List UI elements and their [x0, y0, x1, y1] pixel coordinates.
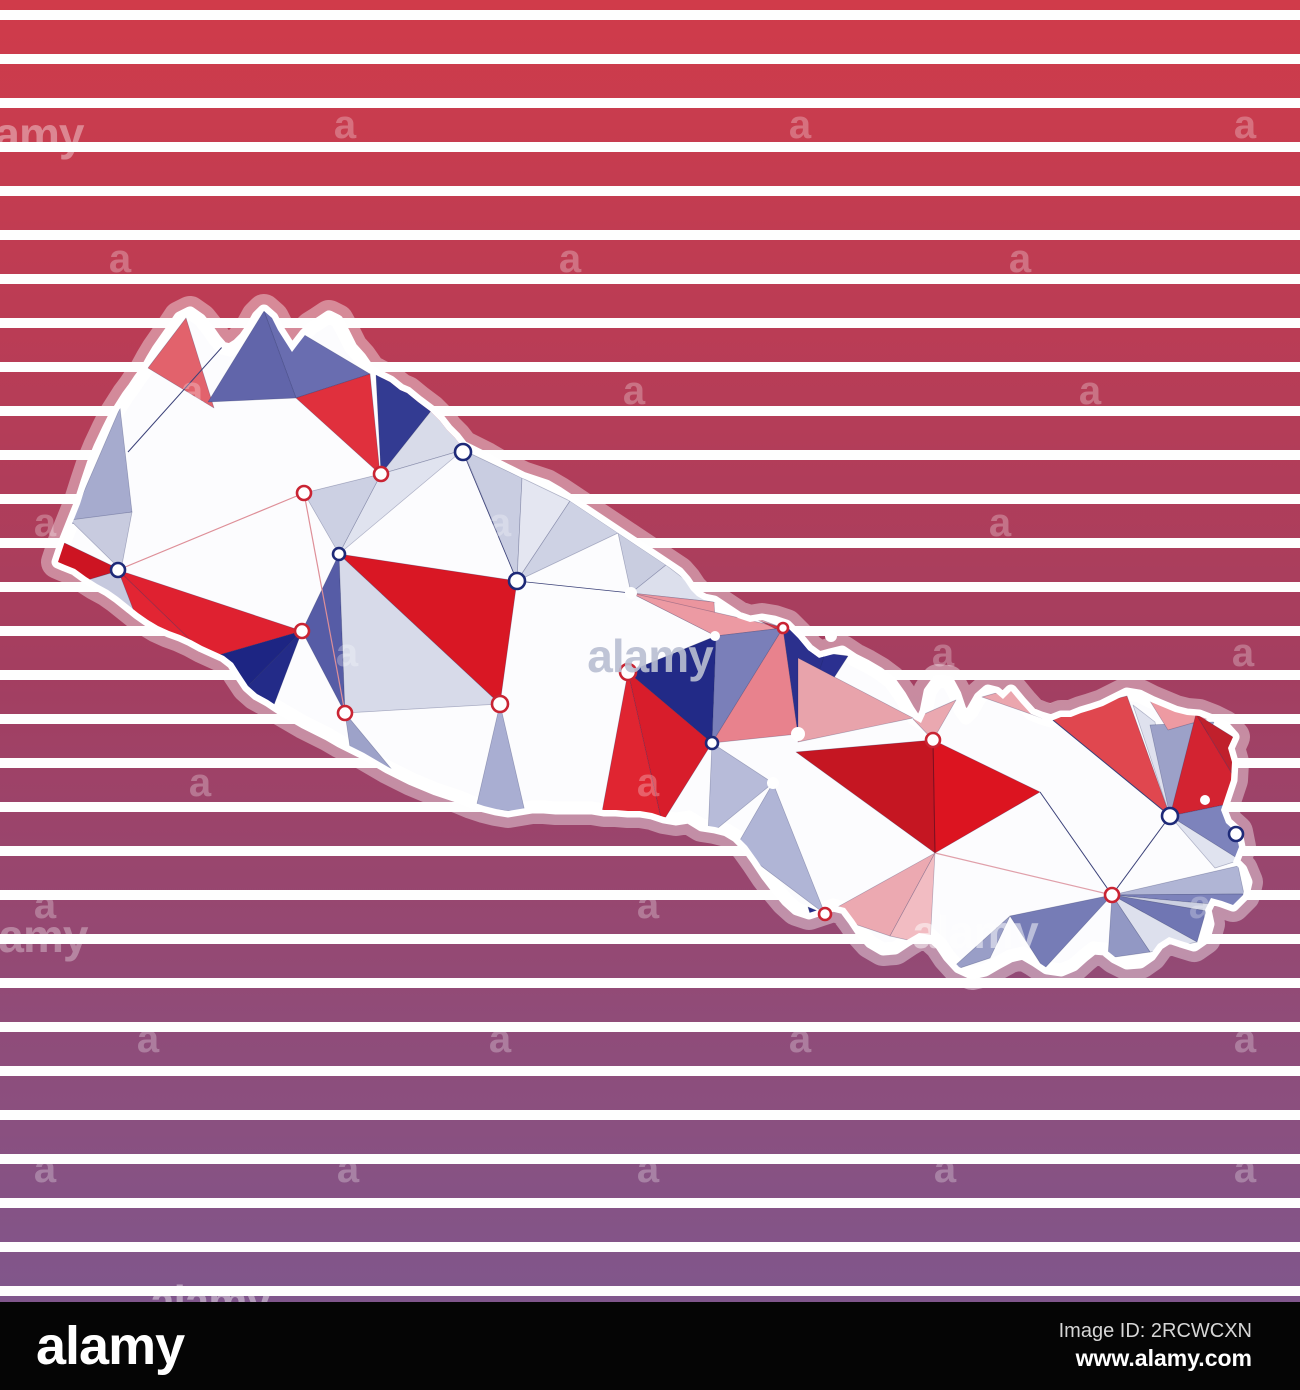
watermark-brand: alamy	[0, 910, 89, 962]
watermark-letter: a	[1234, 103, 1257, 147]
watermark-letter: a	[1234, 1017, 1257, 1061]
watermark-brand: alamy	[0, 108, 85, 160]
alamy-url: www.alamy.com	[1075, 1345, 1252, 1372]
watermark-letter: a	[559, 237, 582, 281]
watermark-letter: a	[932, 631, 955, 675]
watermark-brand: alamy	[587, 630, 714, 682]
alamy-logo: alamy	[36, 1316, 185, 1376]
watermark-letter: a	[1079, 369, 1102, 413]
watermark-letter: a	[34, 883, 57, 927]
watermark-letter: a	[623, 369, 646, 413]
watermark-letter: a	[334, 103, 357, 147]
watermark-letter: a	[337, 1147, 360, 1191]
watermark-letter: a	[189, 761, 212, 805]
watermark-letter: a	[989, 501, 1012, 545]
watermark-letter: a	[1009, 237, 1032, 281]
image-attribution: Image ID: 2RCWCXN www.alamy.com	[1059, 1319, 1252, 1373]
watermark-letter: a	[489, 501, 512, 545]
watermark-letter: a	[109, 237, 132, 281]
watermark-letter: a	[1189, 883, 1212, 927]
watermark-letter: a	[137, 1017, 160, 1061]
watermark-letter: a	[1232, 631, 1255, 675]
watermark-letter: a	[1084, 761, 1107, 805]
watermark-letter: a	[1234, 1147, 1257, 1191]
watermark-letter: a	[336, 631, 359, 675]
watermark-letter: a	[637, 1147, 660, 1191]
watermark-letter: a	[789, 1017, 812, 1061]
watermark-letter: a	[34, 501, 57, 545]
watermark-brand: alamy	[912, 906, 1039, 958]
watermark-letter: a	[34, 1147, 57, 1191]
footer-bar: alamy Image ID: 2RCWCXN www.alamy.com	[0, 1302, 1300, 1390]
image-id-label: Image ID: 2RCWCXN	[1058, 1320, 1252, 1343]
watermark-letter: a	[637, 761, 660, 805]
watermark-letter: a	[489, 1017, 512, 1061]
watermark-letter: a	[637, 883, 660, 927]
watermark-letter: a	[181, 369, 204, 413]
watermark-letter: a	[934, 1147, 957, 1191]
watermark-letter: a	[789, 103, 812, 147]
